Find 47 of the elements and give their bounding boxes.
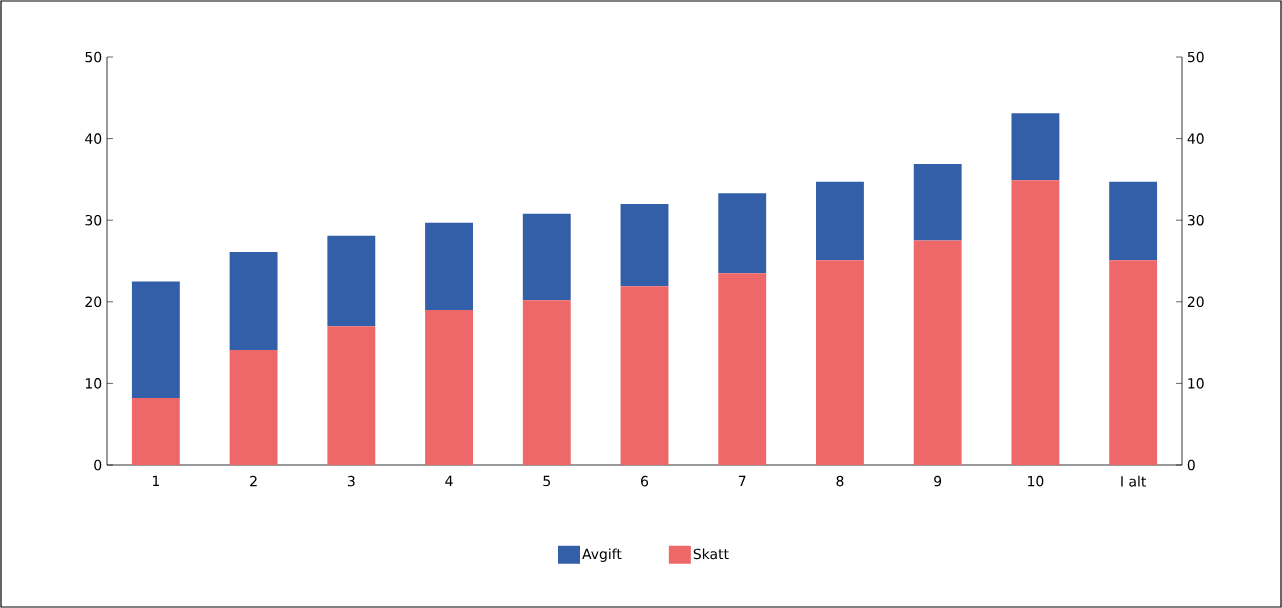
bar xyxy=(229,252,278,350)
x-tick-label: 5 xyxy=(543,475,550,487)
bar xyxy=(522,213,571,301)
bar xyxy=(131,398,180,465)
bar xyxy=(816,181,864,261)
bar xyxy=(1109,181,1158,261)
bar xyxy=(620,286,669,465)
bar xyxy=(425,222,473,310)
bar xyxy=(718,193,767,274)
x-tick-label: 3 xyxy=(347,475,355,487)
y2-tick-label: 30 xyxy=(1187,214,1204,226)
y-tick-label: 20 xyxy=(85,296,102,308)
bar xyxy=(620,203,669,287)
legend-label: Avgift xyxy=(582,548,622,562)
y-tick-label: 30 xyxy=(85,214,102,226)
y-tick-label: 0 xyxy=(94,459,102,471)
x-tick-label: I alt xyxy=(1121,475,1147,487)
y2-tick-label: 50 xyxy=(1187,51,1204,63)
y2-tick-label: 40 xyxy=(1187,133,1204,144)
bar xyxy=(229,349,278,465)
bar xyxy=(913,163,962,241)
y2-tick-label: 20 xyxy=(1187,296,1204,308)
y-tick-label: 50 xyxy=(85,51,102,63)
x-tick-label: 10 xyxy=(1028,475,1044,487)
y-tick-label: 10 xyxy=(85,378,102,389)
x-tick-label: 1 xyxy=(152,475,160,487)
bar xyxy=(1011,113,1060,181)
bar xyxy=(327,235,376,327)
bar xyxy=(816,260,864,465)
x-tick-label: 6 xyxy=(641,475,649,487)
bar xyxy=(913,240,962,465)
bar xyxy=(1109,260,1158,465)
legend-label: Skatt xyxy=(693,548,729,560)
x-tick-label: 4 xyxy=(445,475,453,487)
y-tick-label: 40 xyxy=(85,133,102,144)
x-tick-label: 7 xyxy=(738,475,746,487)
y2-tick-label: 10 xyxy=(1188,378,1204,389)
bar xyxy=(425,309,473,465)
x-tick-label: 9 xyxy=(934,475,942,487)
x-tick-label: 2 xyxy=(250,475,257,487)
y2-tick-label: 0 xyxy=(1187,459,1195,471)
bar xyxy=(718,273,767,465)
bar xyxy=(1011,180,1060,465)
bar xyxy=(522,300,571,465)
bar xyxy=(131,281,180,399)
x-tick-label: 8 xyxy=(836,475,844,487)
bar xyxy=(327,326,376,465)
